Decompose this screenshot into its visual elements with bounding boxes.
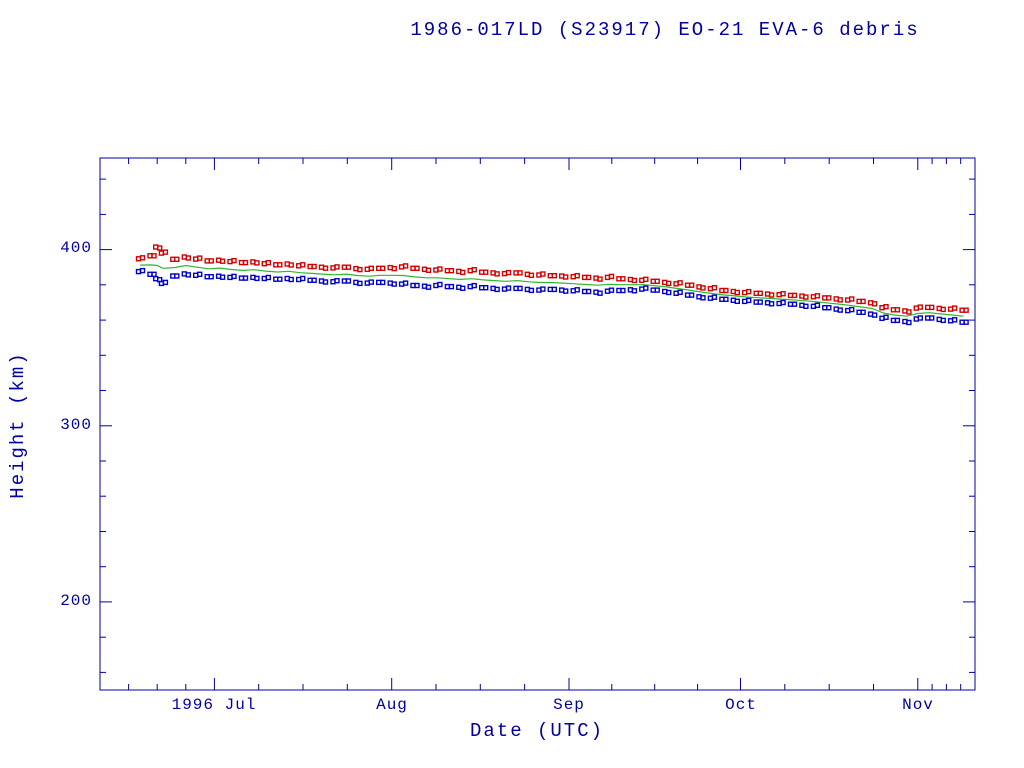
perigee-height-points [135, 267, 969, 326]
x-tick-label-sep: Sep [553, 696, 585, 714]
mean-height-line [139, 264, 964, 317]
x-tick-label-nov: Nov [902, 696, 934, 714]
x-tick-label-oct: Oct [725, 696, 757, 714]
y-tick-label-300: 300 [60, 416, 92, 434]
chart-title: 1986-017LD (S23917) EO-21 EVA-6 debris [410, 19, 920, 41]
axis-ticks [100, 158, 975, 690]
apogee-height-points [135, 244, 969, 315]
y-tick-label-400: 400 [60, 239, 92, 257]
plot-frame [99, 157, 976, 691]
y-tick-label-200: 200 [60, 592, 92, 610]
x-tick-label-aug: Aug [376, 696, 408, 714]
x-axis-label: Date (UTC) [469, 720, 605, 742]
y-axis-label: Height (km) [7, 351, 29, 499]
x-tick-label-jul: 1996 Jul [171, 696, 257, 714]
